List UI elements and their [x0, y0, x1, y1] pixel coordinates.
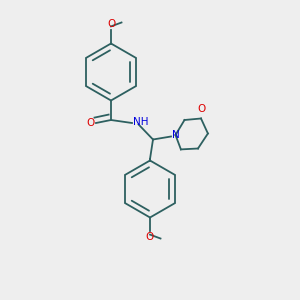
Text: N: N: [172, 130, 179, 140]
Text: O: O: [146, 232, 154, 242]
Text: O: O: [87, 118, 95, 128]
Text: O: O: [107, 19, 115, 29]
Text: O: O: [197, 104, 205, 114]
Text: NH: NH: [133, 117, 148, 127]
